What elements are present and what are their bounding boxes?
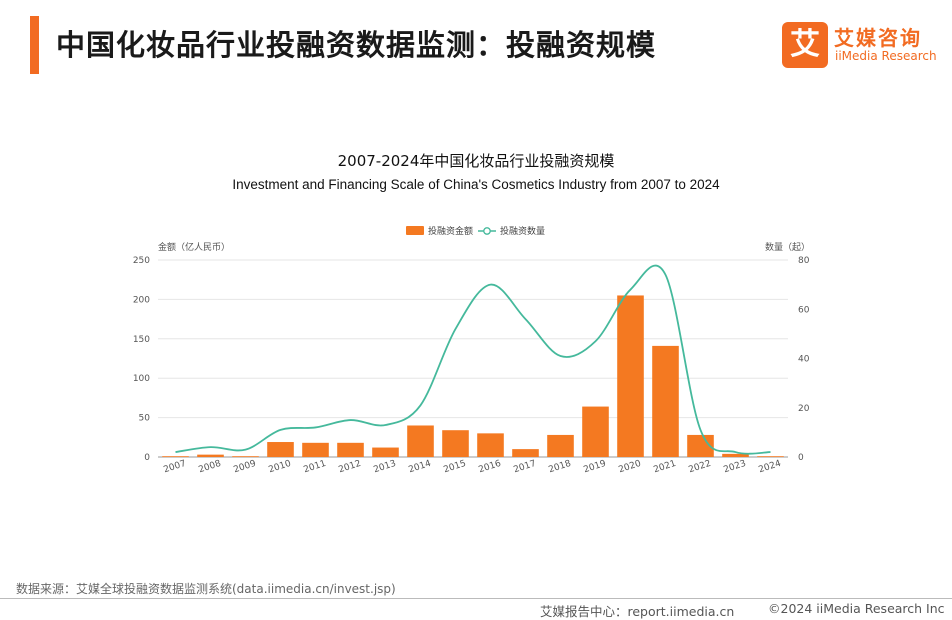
y-left-tick-label: 0: [144, 453, 150, 463]
bar-2017: [512, 449, 539, 457]
bar-2016: [477, 433, 504, 457]
logo-mark-icon: 艾: [782, 22, 828, 68]
chart-svg: 0 50 100 150 200 250 0 20 40 60 80 金额（亿人民币） 数量（起） 200…: [0, 215, 952, 480]
y-left-tick-label: 200: [133, 295, 150, 305]
x-tick-label: 2021: [652, 459, 677, 476]
bar-2009: [232, 456, 259, 457]
legend-line-label: 投融资数量: [500, 225, 545, 237]
bar-2018: [547, 435, 574, 457]
legend-line-marker: [484, 228, 490, 234]
y-left-axis-label: 金额（亿人民币）: [158, 241, 230, 253]
x-tick-label: 2018: [547, 459, 572, 476]
x-tick-label: 2019: [582, 459, 607, 476]
y-right-tick-label: 60: [798, 305, 810, 315]
y-left-tick-label: 250: [133, 256, 150, 266]
data-source: 数据来源：艾媒全球投融资数据监测系统(data.iimedia.cn/inves…: [16, 580, 396, 597]
footer-divider: [0, 598, 952, 599]
bar-2011: [302, 443, 329, 457]
x-tick-label: 2015: [442, 459, 467, 476]
legend-bar-swatch: [406, 226, 424, 235]
bar-2020: [617, 295, 644, 457]
y-left-tick-label: 150: [133, 335, 150, 345]
bar-2019: [582, 407, 609, 457]
title-accent-bar: [30, 16, 39, 74]
bar-2021: [652, 346, 679, 457]
bar-2013: [372, 448, 399, 457]
y-left-tick-label: 100: [133, 374, 150, 384]
x-tick-label: 2024: [757, 459, 782, 476]
footer-copyright: ©2024 iiMedia Research Inc: [768, 601, 945, 616]
bar-2024: [757, 456, 784, 457]
bar-2008: [197, 455, 224, 457]
page-title: 中国化妆品行业投融资数据监测：投融资规模: [56, 22, 656, 64]
iimedia-logo: 艾 艾媒咨询 iiMedia Research: [782, 20, 942, 70]
chart-title: 2007-2024年中国化妆品行业投融资规模: [0, 150, 952, 171]
x-tick-label: 2017: [512, 459, 537, 476]
bar-2015: [442, 430, 469, 457]
y-right-axis-label: 数量（起）: [765, 241, 810, 253]
x-tick-label: 2012: [337, 459, 362, 476]
x-tick-label: 2011: [302, 459, 327, 476]
x-tick-label: 2009: [232, 459, 257, 476]
y-right-tick-label: 20: [798, 404, 810, 414]
x-tick-label: 2007: [162, 459, 187, 476]
footer-report-center[interactable]: 艾媒报告中心：report.iimedia.cn: [540, 601, 734, 620]
legend-bar-label: 投融资金额: [428, 225, 473, 237]
x-tick-label: 2008: [197, 459, 222, 476]
y-right-tick-label: 80: [798, 256, 810, 266]
y-left-tick-label: 50: [139, 414, 151, 424]
y-right-tick-label: 40: [798, 355, 810, 365]
bar-2010: [267, 442, 294, 457]
bar-2012: [337, 443, 364, 457]
y-right-tick-label: 0: [798, 453, 804, 463]
count-line: [176, 266, 771, 454]
chart-subtitle: Investment and Financing Scale of China'…: [0, 177, 952, 192]
x-tick-label: 2014: [407, 459, 432, 476]
x-tick-label: 2022: [687, 459, 712, 476]
x-tick-label: 2016: [477, 459, 502, 476]
x-tick-label: 2020: [617, 459, 642, 476]
x-tick-label: 2010: [267, 459, 292, 476]
bar-2007: [162, 456, 189, 457]
bar-2014: [407, 425, 434, 457]
logo-english-name: iiMedia Research: [835, 49, 937, 63]
x-tick-label: 2013: [372, 459, 397, 476]
logo-chinese-name: 艾媒咨询: [834, 22, 922, 51]
x-tick-label: 2023: [722, 459, 747, 476]
